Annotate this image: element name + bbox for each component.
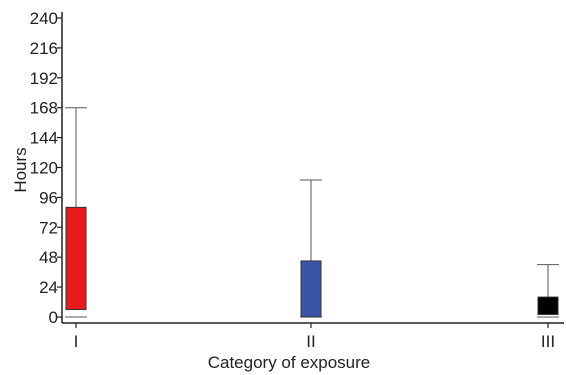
y-tick-label: 24 [39, 278, 58, 297]
box-I [65, 206, 87, 311]
box-III [537, 296, 559, 316]
y-tick-label: 120 [30, 159, 58, 178]
y-tick-label: 96 [39, 188, 58, 207]
x-tick-label: III [541, 332, 555, 351]
y-tick-label: 192 [30, 69, 58, 88]
y-tick-label: 72 [39, 218, 58, 237]
x-tick-label: II [306, 332, 315, 351]
boxes [65, 107, 559, 318]
x-axis-ticks: I II III [74, 323, 555, 351]
y-axis-ticks: 0 24 48 72 96 120 144 168 192 216 240 [30, 9, 62, 327]
y-tick-label: 240 [30, 9, 58, 28]
box-II [300, 260, 322, 318]
y-axis-label: Hours [11, 147, 30, 192]
x-tick-label: I [74, 332, 79, 351]
x-axis-label: Category of exposure [208, 353, 371, 372]
y-tick-label: 144 [30, 129, 58, 148]
y-tick-label: 48 [39, 248, 58, 267]
y-tick-label: 216 [30, 39, 58, 58]
y-tick-label: 168 [30, 99, 58, 118]
y-tick-label: 0 [49, 308, 58, 327]
